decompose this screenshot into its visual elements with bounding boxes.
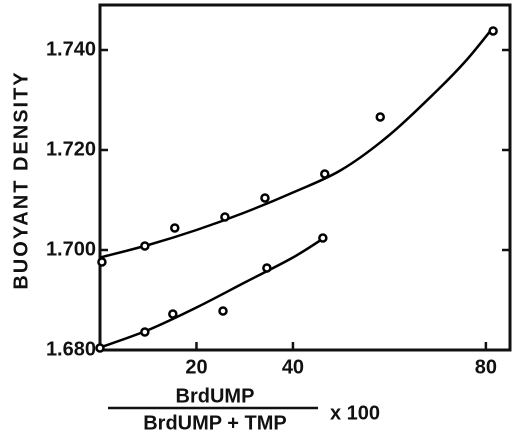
- x-label-denominator: BrdUMP + TMP: [143, 412, 287, 434]
- x-label-factor: x 100: [330, 402, 380, 424]
- data-point: [97, 257, 107, 267]
- plot-frame: [98, 3, 512, 352]
- y-tick-label: 1.720: [46, 138, 96, 160]
- data-point: [168, 309, 178, 319]
- data-point: [488, 26, 498, 36]
- data-point: [220, 212, 230, 222]
- data-point: [218, 306, 228, 316]
- data-point: [260, 193, 270, 203]
- x-tick-label: 40: [282, 356, 304, 378]
- data-point: [170, 223, 180, 233]
- data-point: [318, 233, 328, 243]
- data-point: [375, 112, 385, 122]
- data-point: [140, 241, 150, 251]
- data-point: [140, 327, 150, 337]
- data-point: [95, 343, 105, 353]
- data-point: [262, 263, 272, 273]
- y-tick-label: 1.700: [46, 238, 96, 260]
- x-label-numerator: BrdUMP: [176, 385, 255, 407]
- y-tick-label: 1.740: [46, 38, 96, 60]
- data-point: [320, 169, 330, 179]
- x-tick-label: 20: [185, 356, 207, 378]
- fit-curve: [99, 236, 326, 349]
- y-axis-label: BUOYANT DENSITY: [10, 70, 32, 289]
- x-tick-label: 80: [475, 356, 497, 378]
- fit-curve: [99, 26, 495, 259]
- y-tick-label: 1.680: [46, 338, 96, 360]
